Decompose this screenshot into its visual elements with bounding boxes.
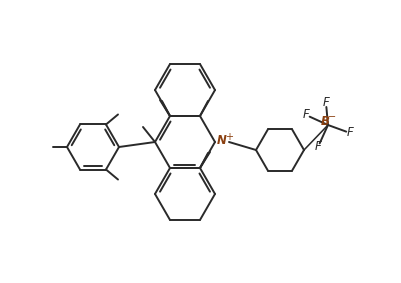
Text: B: B — [320, 115, 329, 128]
Text: F: F — [302, 108, 309, 121]
Text: F: F — [346, 127, 352, 140]
Text: F: F — [322, 97, 328, 110]
Text: F: F — [314, 140, 320, 153]
Text: +: + — [225, 132, 233, 142]
Text: −: − — [327, 112, 335, 122]
Text: N: N — [217, 134, 226, 147]
